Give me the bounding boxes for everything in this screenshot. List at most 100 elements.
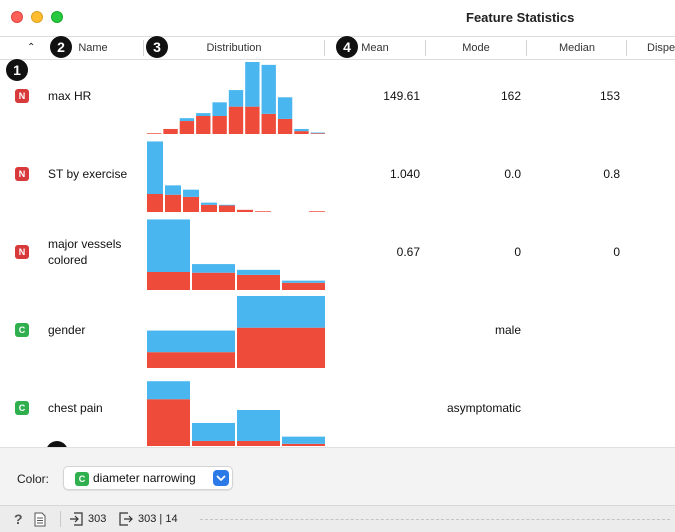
histogram-bar-segment xyxy=(196,116,211,134)
table-row[interactable]: N ST by exercise 1.040 0.0 0.8 xyxy=(0,138,675,216)
input-count: 303 xyxy=(88,513,107,525)
histogram-bar-segment xyxy=(294,128,309,132)
statistics-table: N max HR 149.61 162 153 N ST by exercise… xyxy=(0,60,675,447)
title-bar: Feature Statistics xyxy=(0,0,675,34)
mean-value: 0.67 xyxy=(396,245,420,259)
feature-name: gender xyxy=(48,323,86,337)
column-header-median[interactable]: Median xyxy=(558,42,596,54)
numeric-variable-icon: N xyxy=(15,89,29,103)
status-bar: ? 303 303 | 14 xyxy=(0,505,675,532)
histogram-bar-segment xyxy=(237,296,325,328)
distribution-histogram xyxy=(147,296,325,368)
histogram-bar-segment xyxy=(192,272,235,290)
histogram-bar-segment xyxy=(165,194,181,212)
distribution-histogram xyxy=(147,219,325,290)
histogram-bar-segment xyxy=(147,194,163,212)
histogram-bar-segment xyxy=(309,211,325,212)
categorical-variable-icon: C xyxy=(15,401,29,415)
histogram-bar-segment xyxy=(237,410,280,441)
histogram-bar-segment xyxy=(183,196,199,212)
histogram-bar-segment xyxy=(228,90,244,107)
histogram-bar-segment xyxy=(237,440,280,446)
column-header-distribution[interactable]: Distribution xyxy=(206,42,262,54)
mode-value: 162 xyxy=(500,89,521,103)
histogram-bar-segment xyxy=(277,97,293,119)
histogram-bar-segment xyxy=(192,440,235,446)
median-value: 0.8 xyxy=(603,167,620,181)
histogram-bar-segment xyxy=(245,106,260,134)
histogram-bar-segment xyxy=(310,133,325,134)
histogram-bar-segment xyxy=(192,264,235,273)
histogram-bar-segment xyxy=(282,280,325,283)
report-document-icon[interactable] xyxy=(34,512,46,532)
categorical-variable-icon: C xyxy=(75,472,89,486)
histogram-bar-segment xyxy=(212,116,227,134)
histogram-bar-segment xyxy=(282,282,325,290)
chevron-down-icon[interactable] xyxy=(213,470,229,486)
feature-name: chest pain xyxy=(48,401,103,415)
column-header-dispersion[interactable]: Dispe xyxy=(647,42,675,54)
histogram-bar-segment xyxy=(165,185,181,195)
column-divider[interactable] xyxy=(626,40,627,56)
feature-name: major vessels colored xyxy=(48,237,122,267)
table-row[interactable]: C gender male xyxy=(0,294,675,372)
table-row[interactable]: C chest pain asymptomatic xyxy=(0,372,675,450)
histogram-bar-segment xyxy=(261,64,276,114)
mean-value: 149.61 xyxy=(383,89,420,103)
mode-value: asymptomatic xyxy=(446,401,521,415)
numeric-variable-icon: N xyxy=(15,167,29,181)
histogram-bar-segment xyxy=(282,436,325,444)
histogram-bar-segment xyxy=(237,269,280,275)
mean-value: 1.040 xyxy=(389,167,420,181)
close-window-button[interactable] xyxy=(11,11,23,23)
callout-marker: 3 xyxy=(146,36,168,58)
column-header-name[interactable]: Name xyxy=(78,42,108,54)
minimize-window-button[interactable] xyxy=(31,11,43,23)
column-divider[interactable] xyxy=(526,40,527,56)
distribution-histogram xyxy=(147,381,325,446)
column-divider[interactable] xyxy=(143,40,144,56)
histogram-bar-segment xyxy=(147,219,190,272)
callout-marker: 4 xyxy=(336,36,358,58)
histogram-bar-segment xyxy=(228,106,244,134)
window-title: Feature Statistics xyxy=(466,10,575,25)
column-divider[interactable] xyxy=(425,40,426,56)
histogram-bar-segment xyxy=(147,272,190,290)
numeric-variable-icon: N xyxy=(15,245,29,259)
histogram-bar-segment xyxy=(147,352,235,368)
histogram-bar-segment xyxy=(147,399,190,446)
column-divider[interactable] xyxy=(324,40,325,56)
input-data-icon xyxy=(69,512,83,531)
mode-value: 0 xyxy=(514,245,521,259)
sort-ascending-icon[interactable]: ⌃ xyxy=(27,42,36,53)
histogram-bar-segment xyxy=(294,131,309,134)
histogram-bar-segment xyxy=(255,211,271,212)
mode-value: male xyxy=(494,323,521,337)
histogram-bar-segment xyxy=(179,118,195,122)
histogram-bar-segment xyxy=(183,189,199,197)
histogram-bar-segment xyxy=(212,102,227,116)
histogram-bar-segment xyxy=(310,132,325,134)
histogram-bar-segment xyxy=(147,381,190,400)
feature-name: max HR xyxy=(48,89,92,103)
table-row[interactable]: N max HR 149.61 162 153 xyxy=(0,60,675,138)
callout-marker: 1 xyxy=(6,59,28,81)
histogram-bar-segment xyxy=(237,327,325,368)
color-variable-dropdown[interactable]: C diameter narrowing xyxy=(63,466,233,490)
histogram-bar-segment xyxy=(237,274,280,290)
callout-marker: 2 xyxy=(50,36,72,58)
feature-name: ST by exercise xyxy=(48,167,128,181)
median-value: 153 xyxy=(599,89,620,103)
zoom-window-button[interactable] xyxy=(51,11,63,23)
output-data-icon xyxy=(119,512,133,531)
histogram-bar-segment xyxy=(147,330,235,353)
column-header-mode[interactable]: Mode xyxy=(462,42,490,54)
status-divider xyxy=(60,511,61,527)
histogram-bar-segment xyxy=(245,62,260,107)
mode-value: 0.0 xyxy=(504,167,521,181)
controls-panel: Color: C diameter narrowing xyxy=(0,447,675,505)
column-header-mean[interactable]: Mean xyxy=(361,42,389,54)
status-divider xyxy=(200,519,670,520)
help-icon[interactable]: ? xyxy=(14,511,23,527)
table-row[interactable]: N major vessels colored 0.67 0 0 xyxy=(0,216,675,294)
